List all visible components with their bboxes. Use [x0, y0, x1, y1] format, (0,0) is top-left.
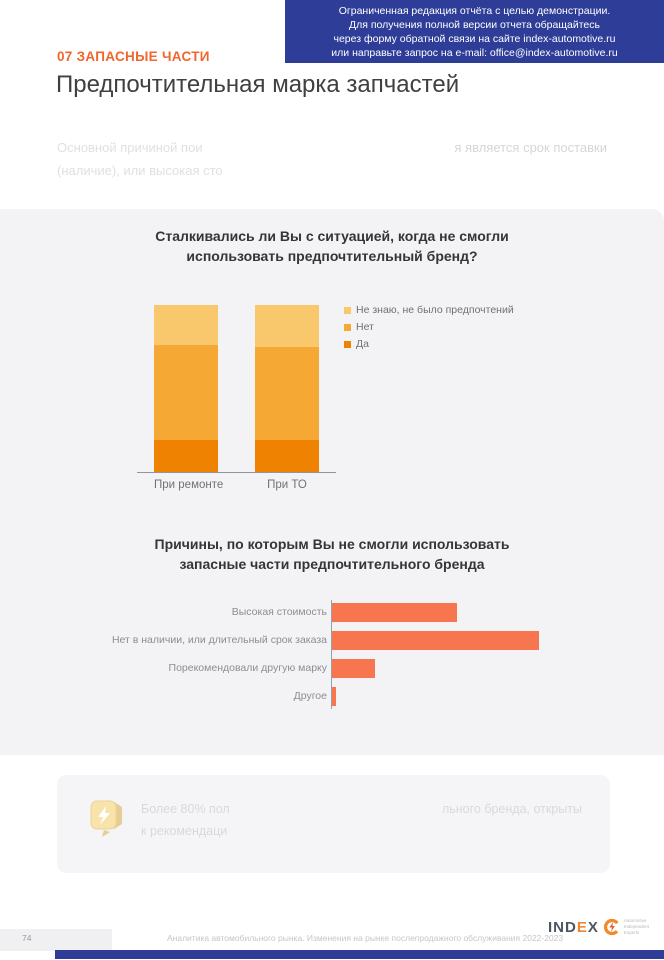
- legend-label: Да: [356, 338, 369, 350]
- category-label: Другое: [293, 690, 327, 702]
- legend-swatch: [344, 340, 351, 348]
- bar-segment-Не знаю, не было предпочтений: [255, 305, 319, 347]
- legend-swatch: [344, 323, 351, 331]
- logo-tagline: Automotive Independent Experts: [623, 918, 649, 935]
- bar: [332, 687, 337, 706]
- category-label: Высокая стоимость: [231, 606, 327, 618]
- page-number-box: 74: [0, 929, 112, 951]
- demo-banner: Ограниченная редакция отчёта с целью дем…: [285, 0, 664, 63]
- bar-segment-Да: [154, 440, 218, 472]
- intro-paragraph: Основной причиной пои я является срок по…: [57, 136, 607, 182]
- chart1-title: Сталкивались ли Вы с ситуацией, когда не…: [155, 228, 509, 264]
- insight-text: Более 80% пол льного бренда, открыты к р…: [141, 798, 582, 842]
- legend-swatch: [344, 306, 351, 314]
- banner-line: или направьте запрос на e-mail: office@i…: [331, 47, 618, 59]
- category-label: Нет в наличии, или длительный срок заказ…: [111, 634, 327, 646]
- bottom-accent-bar: [55, 950, 664, 959]
- index-logo: INDEX Automotive Independent Experts: [548, 918, 649, 936]
- bar-segment-Нет: [255, 346, 319, 441]
- stacked-bar: При ТО: [255, 305, 319, 491]
- h-chart-labels: Высокая стоимость Нет в наличии, или длит…: [40, 603, 327, 715]
- bar-row: [332, 659, 539, 678]
- page-title: Предпочтительная марка запчастей: [56, 71, 460, 98]
- footer-caption: Аналитика автомобильного рынка. Изменени…: [167, 933, 564, 943]
- legend-item: Нет: [344, 321, 514, 333]
- legend-item: Не знаю, не было предпочтений: [344, 304, 514, 316]
- banner-line: Для получения полной версии отчета обращ…: [349, 19, 600, 31]
- insight-fragment: к рекомендаци: [141, 824, 228, 838]
- x-axis-label: При ТО: [267, 479, 307, 491]
- stacked-bar: При ремонте: [154, 305, 224, 491]
- section-label: 07 ЗАПАСНЫЕ ЧАСТИ: [57, 49, 210, 64]
- bar-segment-Да: [255, 440, 319, 472]
- bar-row: [332, 687, 539, 706]
- legend-label: Нет: [356, 321, 374, 333]
- banner-line: через форму обратной связи на сайте inde…: [333, 33, 616, 45]
- insight-box: Более 80% пол льного бренда, открыты к р…: [57, 775, 610, 873]
- category-label: Порекомендовали другую марку: [168, 662, 327, 674]
- h-chart-bars: [331, 600, 540, 709]
- intro-fragment: я является срок поставки: [454, 140, 607, 155]
- insight-fragment: Более 80% пол: [141, 802, 230, 816]
- bar-row: [332, 603, 539, 622]
- speech-bubble-lightning-icon: [90, 800, 122, 837]
- stacked-bar-chart: При ремонте При ТО: [154, 305, 319, 491]
- x-axis-line: [137, 472, 336, 473]
- legend-label: Не знаю, не было предпочтений: [356, 304, 514, 316]
- chart2-title: Причины, по которым Вы не смогли использ…: [154, 536, 510, 572]
- chart-legend: Не знаю, не было предпочтений Нет Да: [344, 304, 514, 355]
- intro-fragment: Основной причиной пои: [57, 140, 203, 155]
- x-axis-label: При ремонте: [154, 479, 224, 491]
- bar-segment-Не знаю, не было предпочтений: [154, 305, 218, 346]
- bar: [332, 603, 458, 622]
- page-number: 74: [22, 933, 32, 943]
- legend-item: Да: [344, 338, 514, 350]
- bar: [332, 659, 376, 678]
- logo-wordmark: INDEX: [548, 918, 599, 936]
- gauge-bolt-icon: [603, 918, 621, 936]
- intro-fragment: (наличие), или высокая сто: [57, 163, 223, 178]
- bar: [332, 631, 540, 650]
- bar-segment-Нет: [154, 345, 218, 441]
- insight-fragment: льного бренда, открыты: [441, 802, 582, 816]
- bar-row: [332, 631, 540, 650]
- charts-card: Сталкивались ли Вы с ситуацией, когда не…: [0, 209, 664, 755]
- banner-line: Ограниченная редакция отчёта с целью дем…: [338, 5, 611, 17]
